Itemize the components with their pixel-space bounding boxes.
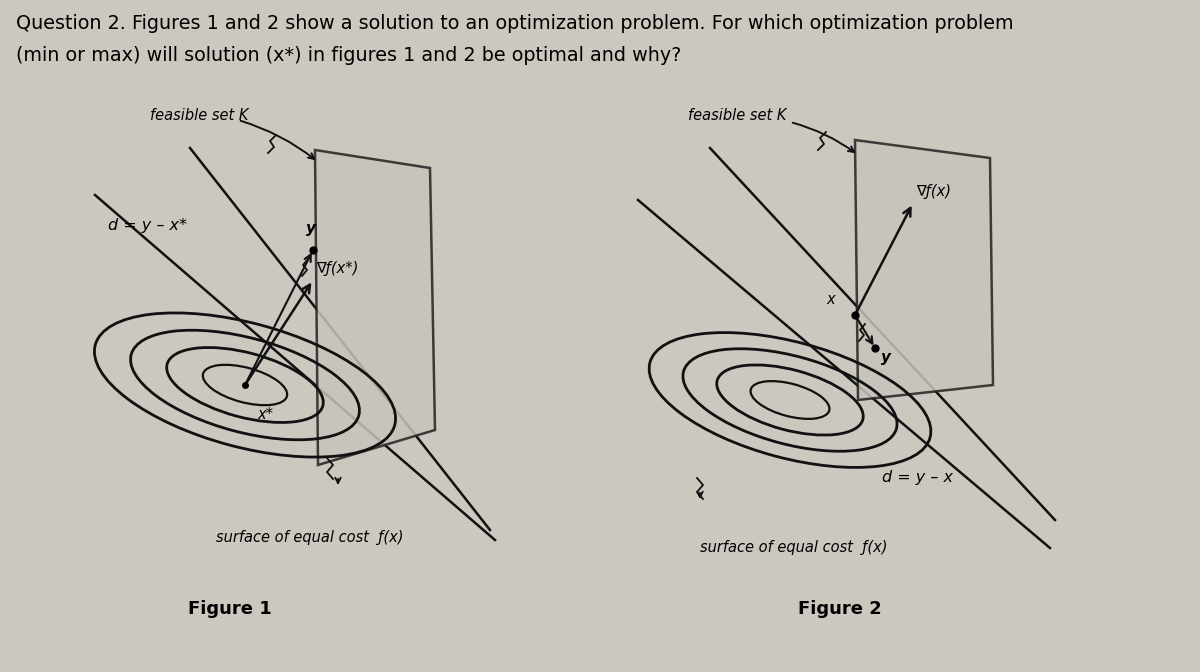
Text: d = y – x*: d = y – x*	[108, 218, 187, 233]
Text: Figure 1: Figure 1	[188, 600, 272, 618]
Text: x: x	[827, 292, 835, 307]
Text: feasible set Κ: feasible set Κ	[150, 108, 248, 123]
Text: surface of equal cost  ƒ(x): surface of equal cost ƒ(x)	[700, 540, 888, 555]
Polygon shape	[314, 150, 436, 465]
Text: feasible set Κ: feasible set Κ	[688, 108, 786, 123]
Text: ∇ƒ(x): ∇ƒ(x)	[916, 184, 952, 199]
Text: y: y	[881, 350, 890, 365]
Text: surface of equal cost  ƒ(x): surface of equal cost ƒ(x)	[216, 530, 403, 545]
Text: ∇ƒ(x*): ∇ƒ(x*)	[316, 261, 359, 276]
Text: d = y – x: d = y – x	[882, 470, 953, 485]
Text: Figure 2: Figure 2	[798, 600, 882, 618]
Text: (min or max) will solution (x*) in figures 1 and 2 be optimal and why?: (min or max) will solution (x*) in figur…	[16, 46, 682, 65]
Text: y: y	[306, 221, 316, 236]
Polygon shape	[854, 140, 994, 400]
Text: Question 2. Figures 1 and 2 show a solution to an optimization problem. For whic: Question 2. Figures 1 and 2 show a solut…	[16, 14, 1014, 33]
Text: x*: x*	[257, 407, 274, 422]
